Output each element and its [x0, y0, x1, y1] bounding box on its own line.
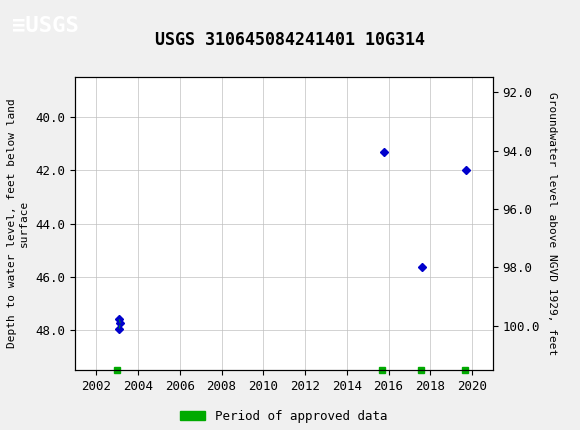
Text: ≡USGS: ≡USGS: [12, 16, 78, 36]
Legend: Period of approved data: Period of approved data: [176, 405, 393, 428]
Text: USGS 310645084241401 10G314: USGS 310645084241401 10G314: [155, 31, 425, 49]
Y-axis label: Depth to water level, feet below land
surface: Depth to water level, feet below land su…: [7, 99, 29, 348]
Y-axis label: Groundwater level above NGVD 1929, feet: Groundwater level above NGVD 1929, feet: [547, 92, 557, 355]
